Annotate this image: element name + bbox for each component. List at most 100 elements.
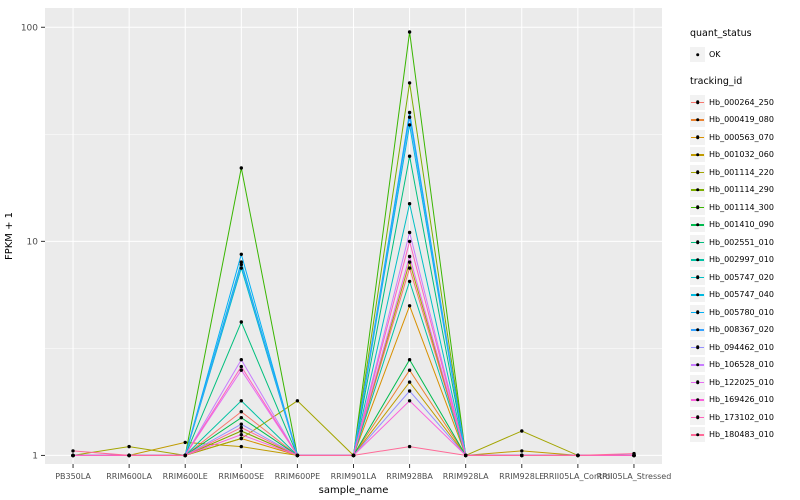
x-tick-label: RRIM600SE — [218, 472, 264, 481]
legend-item-Hb_002551_010: Hb_002551_010 — [690, 234, 800, 252]
data-point — [407, 81, 412, 85]
legend-item-Hb_169426_010: Hb_169426_010 — [690, 391, 800, 409]
legend-item-label: Hb_001114_300 — [709, 202, 774, 212]
legend-item-Hb_001114_300: Hb_001114_300 — [690, 199, 800, 217]
legend-item-Hb_001114_220: Hb_001114_220 — [690, 164, 800, 182]
line-point-key-icon — [690, 147, 705, 163]
x-tick-label: RRIM928BA — [386, 472, 433, 481]
data-point — [464, 453, 468, 458]
point-marker-icon — [690, 47, 705, 63]
data-point — [239, 368, 243, 372]
data-point — [239, 320, 243, 324]
data-point — [407, 30, 412, 34]
x-tick-label: RRIM928LE — [499, 472, 544, 481]
data-point — [520, 453, 524, 458]
line-point-key-icon — [690, 252, 705, 268]
data-point — [632, 451, 636, 456]
data-point — [407, 260, 412, 264]
x-tick-label: RRIM600LA — [106, 472, 152, 481]
data-point — [576, 453, 580, 458]
legend-item-ok: OK — [690, 46, 800, 64]
legend-item-Hb_008367_020: Hb_008367_020 — [690, 321, 800, 339]
chart-area: 1 10 100 PB350LA RRIM600LA RRIM600LE RRIM600SE… — [4, 8, 672, 496]
legend-item-label: Hb_005780_010 — [709, 307, 774, 317]
legend-item-Hb_001114_290: Hb_001114_290 — [690, 181, 800, 199]
data-point — [239, 416, 243, 420]
legend-item-label: Hb_122025_010 — [709, 377, 774, 387]
data-point — [295, 453, 300, 458]
x-tick-label: RRIM901LA — [331, 472, 377, 481]
data-point — [407, 202, 412, 206]
data-point — [239, 166, 243, 170]
legend-item-label: OK — [709, 50, 721, 60]
x-tick-label: RRII05LA_Stressed — [597, 472, 672, 481]
line-chart: 1 10 100 PB350LA RRIM600LA RRIM600LE RRIM600SE… — [4, 8, 672, 496]
data-point — [239, 358, 243, 362]
legend-item-label: Hb_173102_010 — [709, 412, 774, 422]
x-tick-label: RRIM600LE — [163, 472, 208, 481]
legend-title-tracking-id: tracking_id — [690, 75, 743, 87]
data-point — [407, 380, 412, 384]
legend-item-label: Hb_001410_090 — [709, 220, 774, 230]
legend-item-label: Hb_008367_020 — [709, 325, 774, 335]
y-axis-title: FPKM + 1 — [4, 212, 15, 260]
line-point-key-icon — [690, 112, 705, 128]
data-point — [239, 262, 243, 267]
legend-item-Hb_122025_010: Hb_122025_010 — [690, 374, 800, 392]
data-point — [351, 453, 356, 458]
y-tick-label: 100 — [21, 23, 38, 33]
data-point — [239, 252, 243, 256]
legend-title-quant-status: quant_status — [690, 28, 752, 39]
x-axis-title: sample_name — [319, 485, 389, 496]
legend-item-Hb_173102_010: Hb_173102_010 — [690, 409, 800, 427]
x-tick-label: RRII05LA_Control — [543, 472, 612, 481]
data-point — [407, 266, 412, 270]
data-point — [407, 123, 412, 127]
data-point — [127, 453, 131, 458]
data-point — [239, 260, 243, 264]
data-point — [407, 389, 412, 393]
legend-group-quant-status: quant_status OK — [690, 28, 800, 64]
x-tick-label: RRIM600PE — [275, 472, 321, 481]
line-point-key-icon — [690, 374, 705, 390]
data-point — [239, 410, 243, 414]
legend-item-Hb_001410_090: Hb_001410_090 — [690, 216, 800, 234]
legend-item-label: Hb_106528_010 — [709, 360, 774, 370]
legend-item-Hb_106528_010: Hb_106528_010 — [690, 356, 800, 374]
data-point — [407, 368, 412, 372]
data-point — [183, 453, 187, 458]
data-point — [407, 279, 412, 284]
legend-item-label: Hb_000563_070 — [709, 132, 774, 142]
data-point — [239, 399, 243, 403]
line-point-key-icon — [690, 269, 705, 285]
legend-item-Hb_005780_010: Hb_005780_010 — [690, 304, 800, 322]
line-point-key-icon — [690, 234, 705, 250]
legend-item-Hb_005747_040: Hb_005747_040 — [690, 286, 800, 304]
legend-item-label: Hb_005747_040 — [709, 290, 774, 300]
legend-item-label: Hb_001114_290 — [709, 185, 774, 195]
data-point — [407, 444, 412, 449]
line-point-key-icon — [690, 94, 705, 110]
legend-item-label: Hb_169426_010 — [709, 395, 774, 405]
legend-item-label: Hb_000419_080 — [709, 115, 774, 125]
legend-item-Hb_180483_010: Hb_180483_010 — [690, 426, 800, 444]
line-point-key-icon — [690, 322, 705, 338]
legend-item-label: Hb_005747_020 — [709, 272, 774, 282]
y-tick-label: 1 — [32, 451, 38, 461]
data-point — [407, 399, 412, 403]
data-point — [239, 436, 243, 441]
legend-item-label: Hb_180483_010 — [709, 430, 774, 440]
line-point-key-icon — [690, 427, 705, 443]
legend-item-label: Hb_001032_060 — [709, 150, 774, 160]
data-point — [71, 449, 75, 453]
line-point-key-icon — [690, 182, 705, 198]
data-point — [520, 429, 524, 433]
data-point — [407, 230, 412, 235]
line-point-key-icon — [690, 304, 705, 320]
legend-item-label: Hb_002551_010 — [709, 237, 774, 247]
data-point — [127, 444, 131, 449]
x-tick-label: PB350LA — [55, 472, 91, 481]
data-point — [183, 440, 187, 445]
data-point — [239, 422, 243, 426]
